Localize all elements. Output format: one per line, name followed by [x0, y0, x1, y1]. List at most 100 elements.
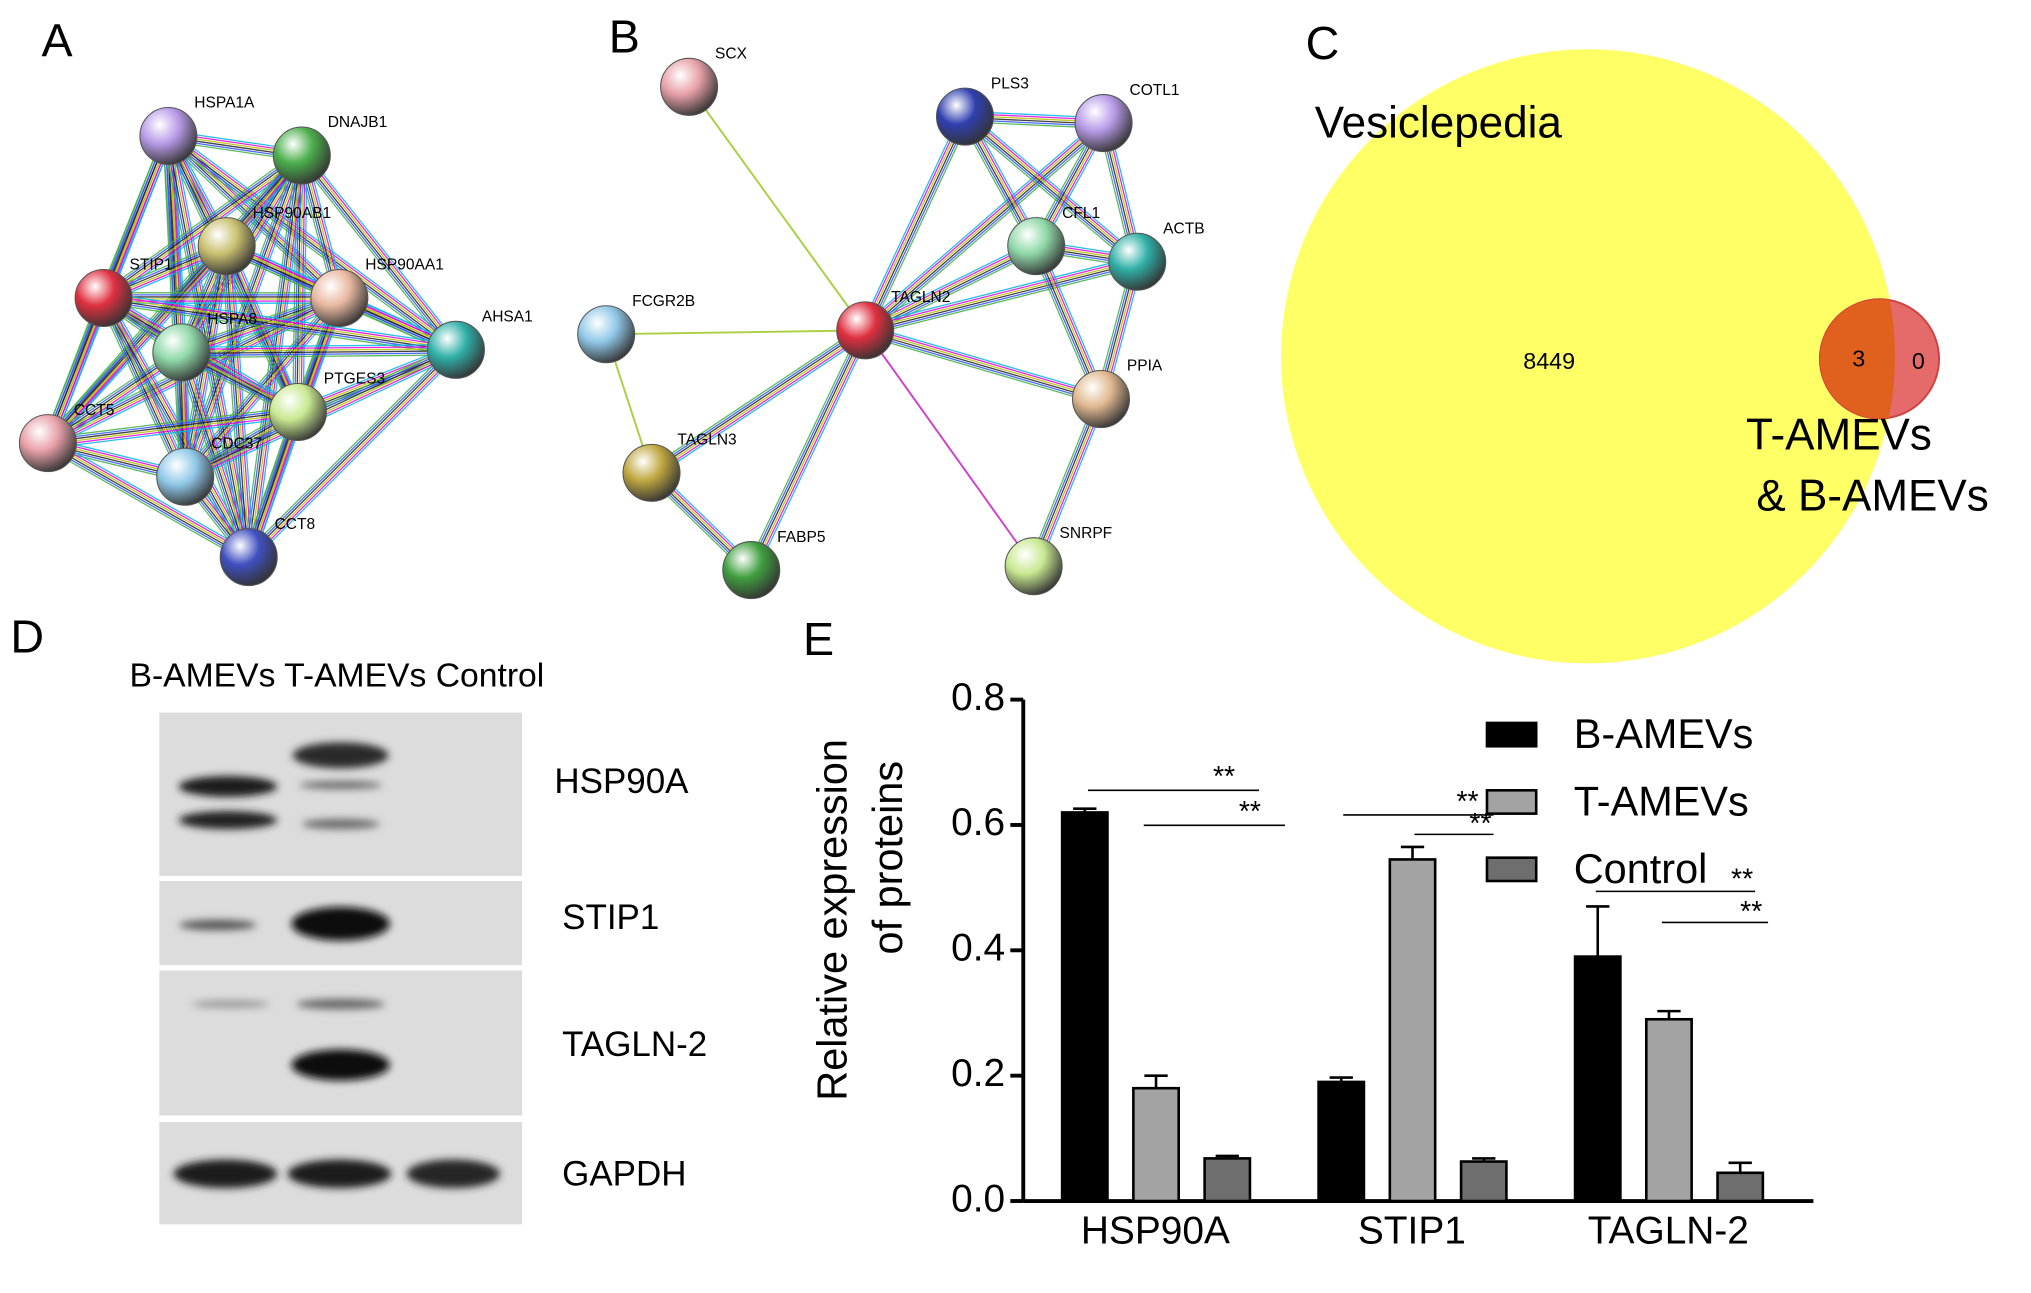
edge — [45, 447, 247, 563]
edge — [961, 120, 1135, 267]
edge — [864, 330, 1101, 401]
edge — [652, 332, 868, 477]
protein-node — [310, 268, 369, 328]
bar — [1060, 811, 1109, 1203]
node-label: TAGLN2 — [891, 289, 950, 306]
blot-row-label: GAPDH — [562, 1155, 686, 1194]
node-label: ACTB — [1163, 220, 1204, 237]
bar — [1573, 955, 1622, 1203]
edge — [654, 334, 869, 478]
protein-node — [18, 414, 77, 473]
edge — [103, 294, 457, 348]
edge — [865, 326, 1103, 397]
protein-node — [1108, 232, 1167, 291]
edge — [606, 329, 866, 336]
protein-node — [426, 320, 485, 379]
edge — [251, 353, 461, 562]
edge — [50, 438, 252, 554]
edge — [863, 115, 965, 331]
edge — [966, 113, 1140, 260]
edge — [168, 134, 457, 350]
protein-node — [622, 443, 681, 502]
edge — [868, 126, 1108, 335]
edge — [862, 120, 1102, 329]
edge — [1035, 399, 1105, 568]
edge — [47, 408, 298, 441]
bar — [1716, 1171, 1765, 1203]
edge — [648, 325, 863, 470]
network-a: HSPA1A DNAJB1 HSP90AB1 HSP90AA1 STIP1 HSPA8 PT… — [18, 95, 533, 587]
blot-bands — [173, 742, 500, 1189]
edge — [963, 116, 1138, 263]
edge — [49, 439, 251, 555]
edge — [47, 406, 298, 439]
bar — [1132, 1086, 1181, 1203]
edge — [863, 256, 1137, 326]
node-label: CDC37 — [211, 435, 262, 452]
panel-labels: A B C D E — [10, 10, 1339, 664]
legend-label: T-AMEVs — [1574, 778, 1749, 825]
venn-diagram: Vesiclepedia T-AMEVs & B-AMEVs 8449 3 0 — [1281, 49, 1989, 664]
edge — [861, 115, 963, 330]
edge — [103, 155, 303, 300]
edge — [305, 151, 461, 347]
edge — [869, 118, 971, 333]
edge — [229, 245, 253, 557]
edge — [861, 118, 1101, 327]
edge — [865, 264, 1139, 335]
edge — [228, 244, 302, 412]
edge — [46, 245, 227, 443]
edge — [181, 348, 456, 353]
significance-label: ** — [1239, 796, 1261, 828]
edge — [298, 157, 455, 353]
blot-gap — [159, 1115, 522, 1122]
edge — [247, 348, 456, 557]
protein-node — [660, 57, 719, 116]
edge — [751, 330, 867, 571]
edge — [48, 441, 250, 557]
edge — [103, 298, 456, 352]
edge — [651, 330, 867, 475]
edge — [864, 332, 1101, 403]
node-label: CFL1 — [1062, 205, 1100, 222]
node-label: COTL1 — [1129, 82, 1179, 99]
edge — [297, 158, 453, 354]
protein-node — [74, 268, 133, 328]
edge — [859, 114, 961, 329]
edge — [222, 246, 247, 558]
edge — [300, 155, 456, 351]
venn-set-label: T-AMEVs — [1746, 411, 1932, 460]
edge — [865, 262, 1138, 333]
edge — [866, 324, 1103, 395]
edge — [867, 117, 969, 332]
edge — [302, 154, 458, 350]
node-label: HSP90AB1 — [253, 205, 332, 222]
edge — [103, 300, 456, 354]
edge — [1032, 398, 1101, 567]
edge — [248, 350, 458, 559]
significance-label: ** — [1213, 761, 1235, 793]
edge — [244, 345, 453, 554]
y-tick-label: 0.4 — [951, 927, 1005, 970]
node-label: CCT8 — [275, 516, 316, 533]
edge — [171, 131, 460, 347]
legend-swatch — [1485, 789, 1538, 815]
y-tick-label: 0.6 — [951, 801, 1005, 844]
panel-label: D — [10, 610, 44, 662]
edge — [1033, 399, 1103, 567]
edge — [866, 266, 1139, 337]
edge — [962, 118, 1136, 265]
edge — [47, 412, 299, 445]
node-label: PLS3 — [991, 75, 1029, 92]
edge — [101, 152, 301, 296]
edge — [865, 116, 967, 332]
edge — [166, 138, 455, 353]
edge — [100, 150, 300, 295]
edge — [1037, 400, 1107, 569]
blot-row-label: TAGLN-2 — [562, 1025, 707, 1064]
protein-node — [152, 323, 211, 382]
bar — [1388, 858, 1437, 1203]
significance-label: ** — [1731, 864, 1753, 896]
protein-node — [1074, 94, 1133, 153]
